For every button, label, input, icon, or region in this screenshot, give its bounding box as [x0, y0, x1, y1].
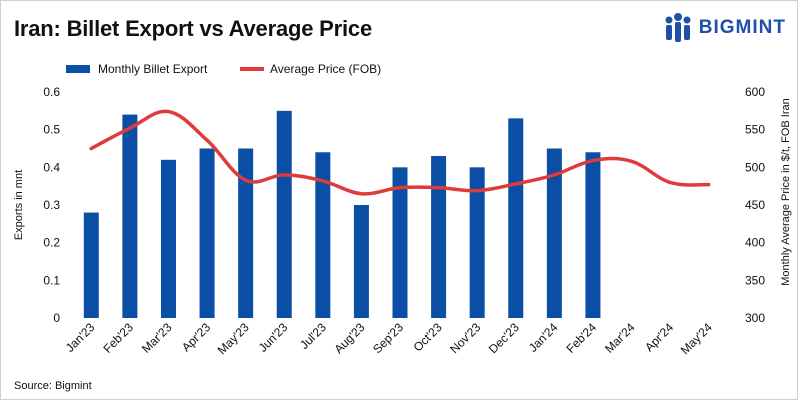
- bar: [431, 156, 447, 318]
- x-ticks: Jan'23 Feb'23 Mar'23 Apr'23 May'23 Jun'23 Jul'…: [63, 320, 715, 357]
- x-tick-label: Feb'23: [100, 320, 136, 356]
- x-tick-label: Jul'23: [297, 320, 329, 352]
- x-tick-label: Feb'24: [563, 320, 599, 356]
- y-tick-right: 600: [745, 85, 765, 99]
- x-tick-label: Jun'23: [256, 320, 291, 355]
- y-tick-left: 0.1: [43, 273, 60, 287]
- y-axis-label-right: Monthly Average Price in $/t, FOB Iran: [780, 98, 792, 286]
- y-tick-right: 450: [745, 198, 765, 212]
- x-tick-label: May'23: [215, 320, 252, 357]
- y-ticks-right: 300 350 400 450 500 550 600: [745, 85, 765, 325]
- bigmint-people-icon: [665, 13, 691, 42]
- y-tick-right: 500: [745, 160, 765, 174]
- bar: [508, 118, 524, 318]
- price-line: [89, 109, 711, 196]
- bar: [392, 167, 408, 318]
- x-tick-label: Oct'23: [411, 320, 445, 354]
- legend: Monthly Billet Export Average Price (FOB…: [66, 62, 381, 76]
- bar: [469, 167, 485, 318]
- x-tick-label: Aug'23: [331, 320, 367, 356]
- source-note: Source: Bigmint: [14, 380, 92, 392]
- bar: [83, 212, 99, 318]
- x-tick-label: Apr'23: [179, 320, 213, 354]
- x-tick-label: Dec'23: [486, 320, 522, 356]
- y-tick-right: 400: [745, 236, 765, 250]
- bar: [160, 159, 176, 318]
- bar: [353, 205, 369, 318]
- y-tick-right: 550: [745, 123, 765, 137]
- legend-swatch-bar: [66, 65, 90, 73]
- y-tick-left: 0.3: [43, 198, 60, 212]
- brand-logo: BIGMINT: [663, 12, 786, 44]
- y-tick-left: 0.4: [43, 160, 60, 174]
- x-tick-label: Apr'24: [642, 320, 676, 354]
- x-tick-label: Jan'24: [526, 320, 561, 355]
- y-ticks-left: 0 0.1 0.2 0.3 0.4 0.5 0.6: [43, 85, 60, 325]
- bar-series: [83, 110, 601, 318]
- y-axis-label-left: Exports in mnt: [13, 170, 25, 240]
- bar: [199, 148, 215, 318]
- y-tick-left: 0.2: [43, 236, 60, 250]
- y-tick-left: 0: [53, 311, 60, 325]
- bar: [585, 152, 601, 318]
- y-tick-right: 350: [745, 273, 765, 287]
- chart-title: Iran: Billet Export vs Average Price: [14, 16, 372, 41]
- bar: [546, 148, 562, 318]
- y-tick-left: 0.6: [43, 85, 60, 99]
- x-tick-label: May'24: [678, 320, 715, 357]
- bar: [315, 152, 331, 318]
- x-tick-label: Mar'23: [139, 320, 175, 356]
- bar: [276, 110, 292, 318]
- bar: [122, 114, 138, 318]
- x-tick-label: Sep'23: [370, 320, 406, 356]
- bar: [238, 148, 254, 318]
- legend-label-line: Average Price (FOB): [270, 62, 381, 76]
- brand-name: BIGMINT: [698, 17, 786, 38]
- legend-label-bar: Monthly Billet Export: [98, 62, 208, 76]
- y-tick-left: 0.5: [43, 123, 60, 137]
- x-tick-label: Jan'23: [63, 320, 98, 355]
- y-tick-right: 300: [745, 311, 765, 325]
- x-tick-label: Nov'23: [447, 320, 483, 356]
- x-tick-label: Mar'24: [602, 320, 638, 356]
